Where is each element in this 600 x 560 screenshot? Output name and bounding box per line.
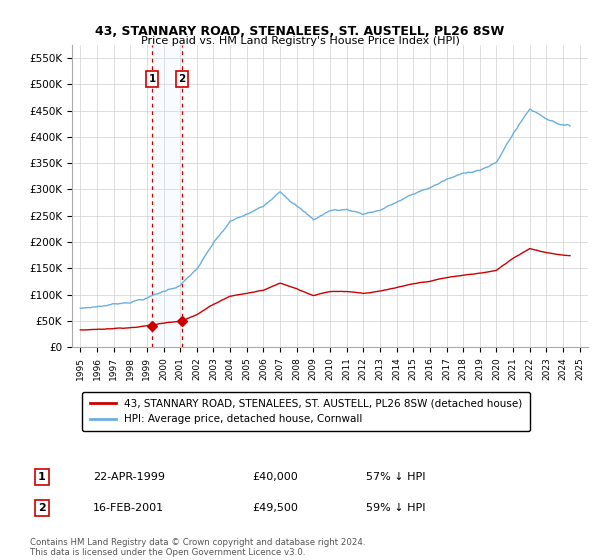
Text: 59% ↓ HPI: 59% ↓ HPI: [366, 503, 425, 513]
Text: Contains HM Land Registry data © Crown copyright and database right 2024.
This d: Contains HM Land Registry data © Crown c…: [30, 538, 365, 557]
Text: 57% ↓ HPI: 57% ↓ HPI: [366, 472, 425, 482]
Text: 22-APR-1999: 22-APR-1999: [93, 472, 165, 482]
Text: Price paid vs. HM Land Registry's House Price Index (HPI): Price paid vs. HM Land Registry's House …: [140, 36, 460, 46]
Bar: [152, 45, 182, 347]
Text: 16-FEB-2001: 16-FEB-2001: [93, 503, 164, 513]
Text: 43, STANNARY ROAD, STENALEES, ST. AUSTELL, PL26 8SW: 43, STANNARY ROAD, STENALEES, ST. AUSTEL…: [95, 25, 505, 38]
Legend: 43, STANNARY ROAD, STENALEES, ST. AUSTELL, PL26 8SW (detached house), HPI: Avera: 43, STANNARY ROAD, STENALEES, ST. AUSTEL…: [82, 391, 530, 432]
Text: 2: 2: [179, 74, 186, 84]
Text: 1: 1: [148, 74, 155, 84]
Text: 2: 2: [38, 503, 46, 513]
Text: £40,000: £40,000: [252, 472, 298, 482]
Text: £49,500: £49,500: [252, 503, 298, 513]
Text: 1: 1: [38, 472, 46, 482]
